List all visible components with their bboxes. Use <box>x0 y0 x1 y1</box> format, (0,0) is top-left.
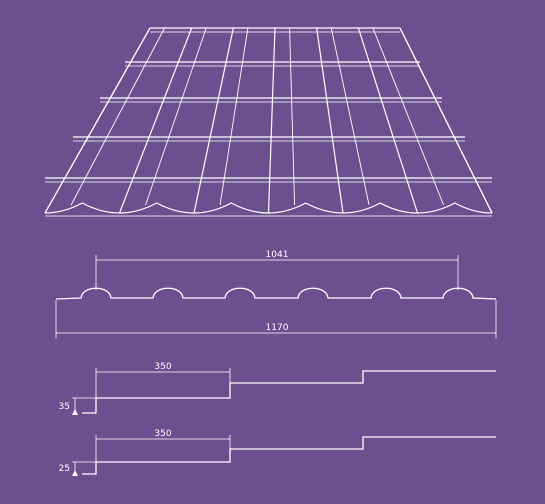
roof-rib-line-19 <box>316 27 344 214</box>
dimension-label-1170: 1170 <box>266 323 289 333</box>
step-height-label-35: 35 <box>59 402 70 412</box>
roof-rib-highlight-22 <box>372 27 444 206</box>
roof-sheet-illustration <box>44 27 493 217</box>
roof-rib-highlight-12 <box>70 27 165 206</box>
roof-rib-highlight-18 <box>289 27 296 206</box>
roof-rib-highlight-14 <box>145 27 207 206</box>
step-height-arrow-icon <box>72 409 78 415</box>
step-profile-25: 350 25 <box>59 429 496 476</box>
step-length-label-35: 350 <box>154 362 171 372</box>
step-profile-35: 350 35 <box>59 362 496 415</box>
roof-rib-highlight-16 <box>219 27 249 206</box>
dimension-label-1041: 1041 <box>266 250 289 260</box>
step-height-arrow-icon <box>72 470 78 476</box>
step-profile-35-outline <box>82 370 496 414</box>
step-length-label-25: 350 <box>154 429 171 439</box>
roof-rib-line-15 <box>193 27 234 214</box>
roof-rib-line-13 <box>118 27 193 214</box>
cross-section-profile: 1041 1170 <box>55 250 497 338</box>
step-profile-25-outline <box>82 436 496 475</box>
roof-rib-line-21 <box>357 27 419 214</box>
profile-outline <box>55 287 497 300</box>
roof-right-edge <box>399 27 493 214</box>
roof-rib-line-17 <box>267 27 276 214</box>
roof-left-edge <box>44 27 151 214</box>
step-height-label-25: 25 <box>59 464 70 474</box>
roof-rib-highlight-20 <box>330 27 370 206</box>
